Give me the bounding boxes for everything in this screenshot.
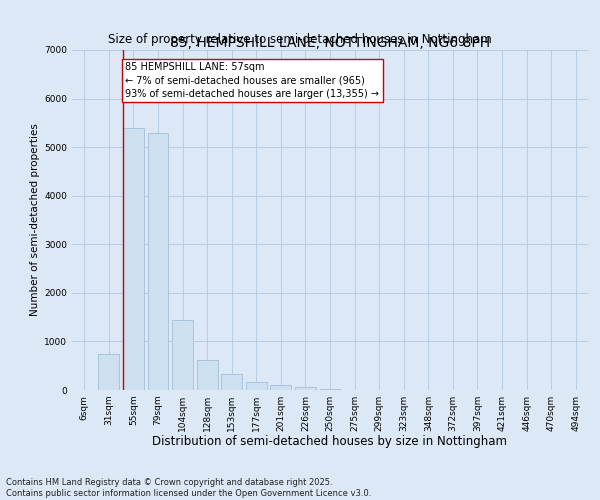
- Bar: [295, 387, 316, 390]
- X-axis label: Distribution of semi-detached houses by size in Nottingham: Distribution of semi-detached houses by …: [152, 436, 508, 448]
- Bar: [148, 132, 169, 390]
- Y-axis label: Number of semi-detached properties: Number of semi-detached properties: [30, 124, 40, 316]
- Bar: [98, 354, 119, 390]
- Bar: [320, 389, 340, 390]
- Bar: [197, 360, 218, 390]
- Bar: [271, 385, 292, 390]
- Title: 85, HEMPSHILL LANE, NOTTINGHAM, NG6 8PH: 85, HEMPSHILL LANE, NOTTINGHAM, NG6 8PH: [170, 36, 490, 50]
- Text: Size of property relative to semi-detached houses in Nottingham: Size of property relative to semi-detach…: [108, 32, 492, 46]
- Text: 85 HEMPSHILL LANE: 57sqm
← 7% of semi-detached houses are smaller (965)
93% of s: 85 HEMPSHILL LANE: 57sqm ← 7% of semi-de…: [125, 62, 379, 98]
- Bar: [123, 128, 144, 390]
- Bar: [172, 320, 193, 390]
- Bar: [246, 382, 267, 390]
- Text: Contains HM Land Registry data © Crown copyright and database right 2025.
Contai: Contains HM Land Registry data © Crown c…: [6, 478, 371, 498]
- Bar: [221, 374, 242, 390]
